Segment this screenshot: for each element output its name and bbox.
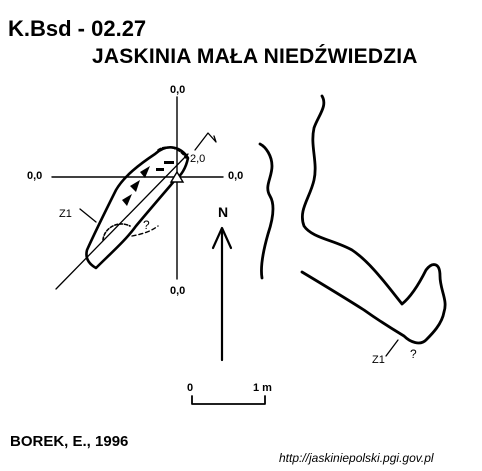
north-arrow-head: [211, 226, 233, 250]
cross-section-axis-line: [55, 153, 189, 290]
section-right-value: 0,0: [228, 170, 244, 182]
entrance-pointer-right: [385, 339, 399, 357]
unknown-mark-section: ?: [143, 218, 150, 232]
plan-outline: [258, 94, 447, 345]
author-credit: BOREK, E., 1996: [10, 433, 129, 450]
entrance-pointer-left: [79, 208, 97, 223]
pit-hatching: [122, 161, 174, 206]
boulder-lower: [102, 223, 131, 241]
entrance-label-section: Z1: [59, 208, 72, 220]
unknown-mark-plan: ?: [410, 347, 417, 361]
section-bottom-value: 0,0: [170, 285, 186, 297]
cave-code: K.Bsd - 02.27: [8, 16, 147, 41]
scale-start: 0: [187, 382, 194, 394]
cave-name: JASKINIA MAŁA NIEDŹWIEDZIA: [92, 45, 418, 68]
section-left-value: 0,0: [27, 170, 43, 182]
height-marker-arrow: [194, 132, 217, 151]
boulder-upper: [157, 146, 187, 159]
north-label: N: [218, 204, 229, 220]
entrance-label-plan: Z1: [372, 354, 385, 366]
datum-marker-icon: [169, 170, 185, 183]
scale-bar: [191, 395, 266, 405]
dashed-continuation: [131, 225, 159, 237]
source-link[interactable]: http://jaskiniepolski.pgi.gov.pl: [279, 451, 434, 465]
section-top-value: 0,0: [170, 84, 186, 96]
cross-section-outline: [85, 146, 190, 270]
height-label: 2,0: [190, 153, 206, 165]
scale-end: 1 m: [253, 382, 272, 394]
